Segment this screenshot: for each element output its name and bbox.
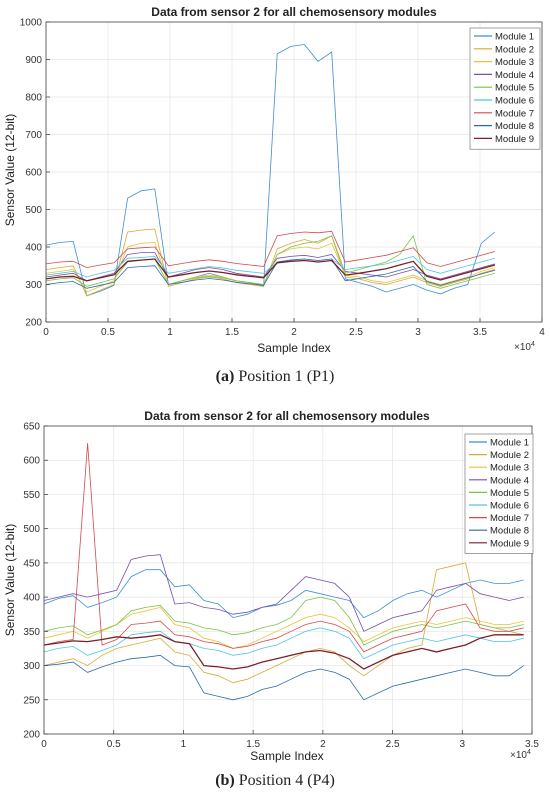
series-line-module-9	[45, 258, 496, 282]
x-tick-label: 3.5	[473, 327, 487, 338]
series-line-module-6	[43, 627, 524, 660]
y-tick-label: 200	[25, 318, 42, 329]
y-tick-label: 400	[23, 593, 40, 604]
y-tick-label: 300	[23, 661, 40, 672]
x-tick-label: 2	[320, 739, 326, 750]
plot-frame	[43, 425, 533, 735]
x-tick-label: 1	[181, 739, 187, 750]
y-tick-label: 500	[23, 524, 40, 535]
y-tick-label: 800	[25, 93, 42, 104]
ticks: 0 0.5 1 1.5 2 2.5 3 3.5 200 250 300 350 400 450 500 550…	[23, 422, 539, 751]
legend-entry: Module 6	[495, 96, 534, 107]
caption-letter: (a)	[215, 368, 235, 385]
y-tick-label: 350	[23, 627, 40, 638]
x-axis-label: Sample Index	[250, 749, 323, 763]
x-tick-label: 0.5	[101, 327, 115, 338]
y-tick-label: 700	[25, 130, 42, 141]
legend-entry: Module 7	[490, 513, 529, 524]
x-tick-label: 3	[460, 739, 466, 750]
x-tick-label: 3.5	[525, 739, 539, 750]
y-tick-label: 1000	[20, 18, 43, 29]
y-tick-label: 650	[23, 422, 40, 433]
x-exponent: ×104	[514, 341, 535, 353]
legend-entry: Module 3	[495, 57, 534, 68]
series-line-module-6	[45, 255, 496, 278]
chart-position-4: Data from sensor 2 for all chemosensory …	[3, 409, 539, 763]
legend-entry: Module 2	[490, 450, 529, 461]
series-line-module-5	[45, 234, 496, 289]
x-tick-label: 0	[43, 327, 49, 338]
y-tick-label: 200	[23, 730, 40, 741]
legend-entry: Module 4	[490, 475, 529, 486]
series-layer	[45, 44, 496, 297]
legend-entry: Module 1	[490, 438, 529, 449]
legend-entry: Module 8	[495, 121, 534, 132]
series-layer	[43, 443, 524, 701]
legend-entry: Module 1	[495, 32, 534, 43]
y-tick-label: 400	[25, 243, 42, 254]
legend-entry: Module 9	[490, 538, 529, 549]
series-line-module-8	[43, 654, 524, 701]
y-tick-label: 550	[23, 490, 40, 501]
y-tick-label: 250	[23, 695, 40, 706]
series-line-module-4	[43, 554, 524, 632]
series-line-module-8	[45, 258, 496, 289]
caption-text: Position 4 (P4)	[234, 772, 335, 789]
legend-entry: Module 3	[490, 463, 529, 474]
x-tick-label: 1	[167, 327, 173, 338]
caption-letter: (b)	[215, 772, 235, 789]
y-tick-label: 600	[23, 456, 40, 467]
legend-entry: Module 2	[495, 44, 534, 55]
x-tick-label: 0	[41, 739, 47, 750]
legend-entry: Module 5	[490, 488, 529, 499]
legend-entry: Module 9	[495, 134, 534, 145]
x-tick-label: 3	[415, 327, 421, 338]
legend-box	[464, 433, 534, 554]
y-axis-label: Sensor Value (12-bit)	[3, 114, 17, 227]
grid	[43, 425, 533, 735]
series-line-module-7	[43, 443, 524, 653]
series-line-module-1	[43, 569, 524, 619]
chart-title: Data from sensor 2 for all chemosensory …	[144, 409, 430, 423]
x-exponent-base: ×10	[510, 750, 527, 761]
x-tick-label: 2.5	[386, 739, 400, 750]
x-tick-label: 1.5	[225, 327, 239, 338]
x-tick-label: 0.5	[107, 739, 121, 750]
x-exponent-base: ×10	[514, 342, 531, 353]
series-line-module-3	[43, 606, 524, 649]
x-exponent-power: 4	[531, 341, 535, 348]
x-tick-label: 2.5	[349, 327, 363, 338]
caption-b: (b) Position 4 (P4)	[0, 772, 550, 790]
legend-entry: Module 8	[490, 526, 529, 537]
series-line-module-5	[43, 596, 524, 646]
chart-title: Data from sensor 2 for all chemosensory …	[151, 5, 437, 19]
y-tick-label: 600	[25, 168, 42, 179]
legend-entry: Module 7	[495, 108, 534, 119]
chart-position-1: Data from sensor 2 for all chemosensory …	[3, 5, 545, 355]
series-line-module-7	[45, 230, 496, 269]
legend-entry: Module 6	[490, 501, 529, 512]
caption-text: Position 1 (P1)	[234, 368, 335, 385]
y-axis-label: Sensor Value (12-bit)	[3, 524, 17, 637]
x-exponent-power: 4	[527, 749, 531, 756]
x-axis-label: Sample Index	[257, 341, 330, 355]
series-line-module-1	[45, 44, 496, 297]
y-tick-label: 900	[25, 55, 42, 66]
legend-entry: Module 5	[495, 83, 534, 94]
y-tick-label: 300	[25, 280, 42, 291]
x-tick-label: 2	[291, 327, 297, 338]
x-tick-label: 4	[539, 327, 545, 338]
x-exponent: ×104	[510, 749, 531, 761]
y-tick-label: 450	[23, 558, 40, 569]
legend-entry: Module 4	[495, 70, 534, 81]
series-line-module-2	[43, 562, 524, 684]
series-line-module-9	[43, 634, 524, 670]
caption-a: (a) Position 1 (P1)	[0, 368, 550, 386]
y-tick-label: 500	[25, 205, 42, 216]
x-tick-label: 1.5	[246, 739, 260, 750]
ticks: 0 0.5 1 1.5 2 2.5 3 3.5 4 200 300 400 500 600 700 800 90…	[20, 18, 545, 339]
